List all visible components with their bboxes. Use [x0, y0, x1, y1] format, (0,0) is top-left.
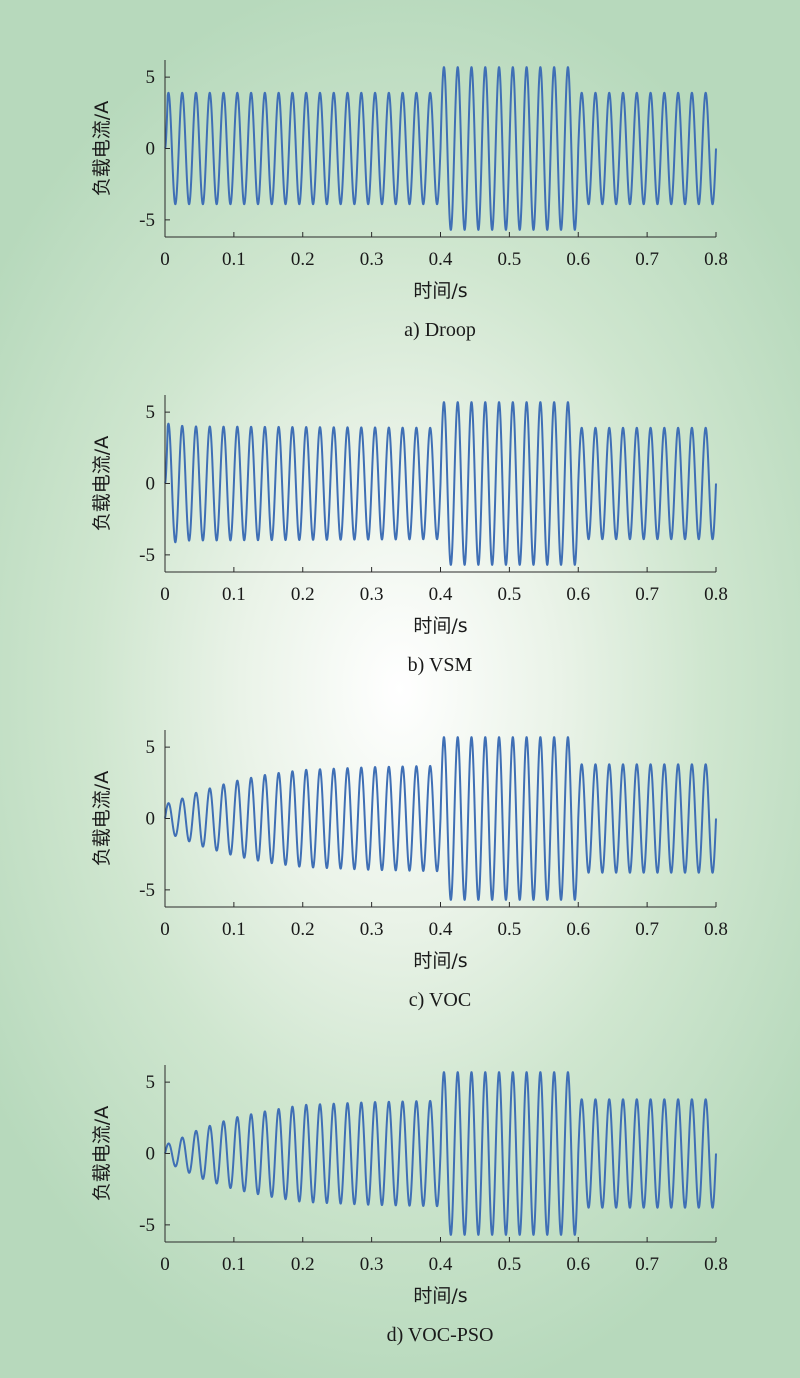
y-tick-label: 5 [146, 67, 156, 88]
x-tick-label: 0.8 [704, 584, 728, 605]
x-tick-label: 0.7 [635, 584, 659, 605]
y-tick-label: -5 [139, 545, 155, 566]
x-tick-label: 0.7 [635, 919, 659, 940]
x-tick-label: 0.7 [635, 1254, 659, 1275]
x-tick-label: 0.3 [360, 919, 384, 940]
y-tick-label: 0 [146, 809, 156, 830]
x-tick-label: 0.2 [291, 919, 315, 940]
series-line-c-0 [164, 736, 717, 901]
x-tick-label: 0.2 [291, 584, 315, 605]
x-tick-label: 0.1 [222, 1254, 246, 1275]
y-axis-title: 负载电流/A [91, 771, 113, 866]
chart-caption: b) VSM [408, 654, 473, 676]
x-tick-label: 0.1 [222, 249, 246, 270]
y-tick-label: -5 [139, 210, 155, 231]
x-axis-title: 时间/s [413, 615, 467, 637]
x-tick-label: 0.7 [635, 249, 659, 270]
series-line-b-0 [164, 401, 717, 566]
x-tick-label: 0.4 [429, 584, 453, 605]
series-line-d-0 [164, 1071, 717, 1236]
x-tick-label: 0.2 [291, 249, 315, 270]
x-tick-label: 0.5 [498, 1254, 522, 1275]
x-tick-label: 0 [160, 584, 170, 605]
x-tick-label: 0.5 [498, 584, 522, 605]
x-tick-label: 0.8 [704, 249, 728, 270]
x-axis-title: 时间/s [413, 950, 467, 972]
x-tick-label: 0.4 [429, 919, 453, 940]
x-tick-label: 0.6 [566, 249, 590, 270]
x-tick-label: 0.5 [498, 249, 522, 270]
x-tick-label: 0.2 [291, 1254, 315, 1275]
chart-caption: c) VOC [409, 989, 471, 1011]
y-tick-label: 5 [146, 1072, 156, 1093]
x-tick-label: 0.3 [360, 249, 384, 270]
x-tick-label: 0.1 [222, 919, 246, 940]
x-tick-label: 0.6 [566, 584, 590, 605]
x-tick-label: 0.6 [566, 919, 590, 940]
y-axis-title: 负载电流/A [91, 436, 113, 531]
y-tick-label: 5 [146, 402, 156, 423]
x-axis-title: 时间/s [413, 280, 467, 302]
x-tick-label: 0.4 [429, 1254, 453, 1275]
y-tick-label: -5 [139, 1215, 155, 1236]
x-tick-label: 0.5 [498, 919, 522, 940]
y-tick-label: 0 [146, 474, 156, 495]
y-tick-label: -5 [139, 880, 155, 901]
x-tick-label: 0 [160, 919, 170, 940]
y-tick-label: 0 [146, 1144, 156, 1165]
chart-caption: a) Droop [404, 319, 476, 341]
x-tick-label: 0.8 [704, 1254, 728, 1275]
y-axis-title: 负载电流/A [91, 1106, 113, 1201]
chart-panel-c: 0 0.1 0.2 0.3 0.4 0.5 0.6 0.7 0.8-505时间/s负载电流/Ac… [91, 730, 728, 1011]
y-tick-label: 5 [146, 737, 156, 758]
x-tick-label: 0.1 [222, 584, 246, 605]
x-tick-label: 0.3 [360, 584, 384, 605]
y-axis-title: 负载电流/A [91, 101, 113, 196]
chart-caption: d) VOC-PSO [387, 1324, 494, 1346]
y-tick-label: 0 [146, 139, 156, 160]
x-axis-title: 时间/s [413, 1285, 467, 1307]
chart-panel-a: 0 0.1 0.2 0.3 0.4 0.5 0.6 0.7 0.8-505时间/s负载电流/Aa… [91, 60, 728, 341]
chart-panel-b: 0 0.1 0.2 0.3 0.4 0.5 0.6 0.7 0.8-505时间/s负载电流/Ab… [91, 395, 728, 676]
x-tick-label: 0.4 [429, 249, 453, 270]
x-tick-label: 0.8 [704, 919, 728, 940]
series-line-a-0 [164, 66, 717, 231]
x-tick-label: 0 [160, 1254, 170, 1275]
chart-panel-d: 0 0.1 0.2 0.3 0.4 0.5 0.6 0.7 0.8-505时间/s负载电流/Ad… [91, 1065, 728, 1346]
x-tick-label: 0 [160, 249, 170, 270]
x-tick-label: 0.3 [360, 1254, 384, 1275]
x-tick-label: 0.6 [566, 1254, 590, 1275]
